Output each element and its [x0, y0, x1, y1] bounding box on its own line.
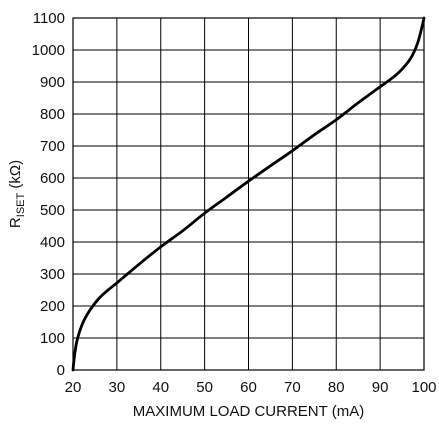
- y-tick-label-0: 0: [57, 362, 65, 379]
- series-line-0: [71, 16, 426, 372]
- y-tick-label-600: 600: [40, 170, 65, 187]
- y-tick-label-300: 300: [40, 266, 65, 283]
- plot-frame: [72, 17, 425, 371]
- y-tick-label-800: 800: [40, 106, 65, 123]
- x-tick-label-100: 100: [411, 379, 436, 396]
- x-tick-label-40: 40: [152, 379, 169, 396]
- y-axis-label-main: R: [7, 217, 24, 228]
- y-tick-label-200: 200: [40, 298, 65, 315]
- x-axis-label: MAXIMUM LOAD CURRENT (mA): [133, 403, 364, 420]
- x-tick-label-30: 30: [109, 379, 126, 396]
- y-tick-label-500: 500: [40, 202, 65, 219]
- y-tick-label-1000: 1000: [32, 42, 65, 59]
- y-tick-label-100: 100: [40, 330, 65, 347]
- y-axis-label: RISET (kΩ): [7, 160, 27, 228]
- y-tick-label-400: 400: [40, 234, 65, 251]
- y-tick-label-700: 700: [40, 138, 65, 155]
- y-tick-label-900: 900: [40, 74, 65, 91]
- y-axis-label-subscript: ISET: [15, 193, 27, 218]
- y-axis-label-unit: (kΩ): [7, 160, 24, 193]
- x-tick-label-70: 70: [284, 379, 301, 396]
- x-tick-label-20: 20: [65, 379, 82, 396]
- x-tick-label-90: 90: [372, 379, 389, 396]
- y-tick-label-1100: 1100: [33, 10, 65, 27]
- x-tick-label-80: 80: [328, 379, 345, 396]
- x-tick-label-60: 60: [240, 379, 257, 396]
- x-tick-label-50: 50: [196, 379, 213, 396]
